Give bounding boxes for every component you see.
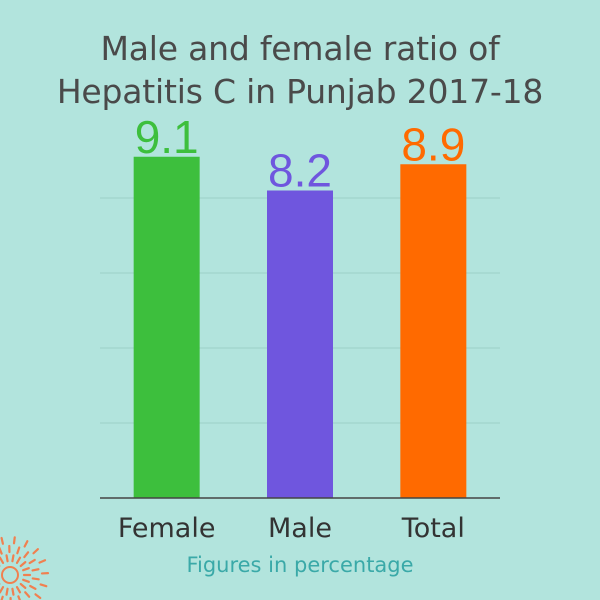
chart-title-line-1: Male and female ratio of [100,29,500,68]
value-label-female: 9.1 [135,111,199,163]
value-label-total: 8.9 [401,118,465,170]
bar-female [133,156,200,498]
bar-male [267,190,333,498]
bar-total [400,164,467,498]
category-label-female: Female [118,513,216,544]
figures-note: Figures in percentage [186,553,414,577]
value-label-male: 8.2 [268,145,332,197]
chart-title-line-2: Hepatitis C in Punjab 2017-18 [56,72,544,111]
category-label-male: Male [268,513,332,544]
category-label-total: Total [401,513,465,544]
sunburst-ornament-icon [0,536,50,600]
